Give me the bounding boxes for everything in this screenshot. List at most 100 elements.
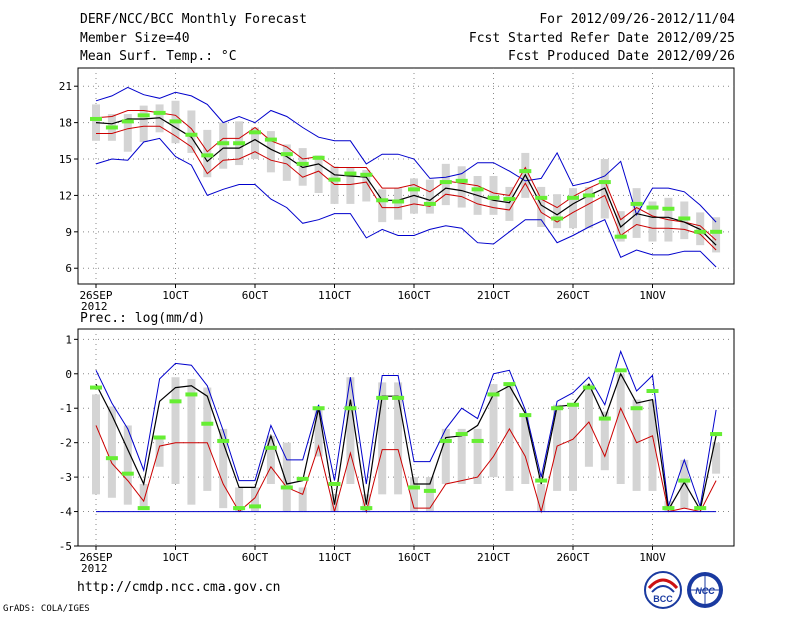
y-tick-label: 6 (65, 262, 72, 275)
observed-marker (471, 187, 484, 192)
observed-marker (264, 445, 277, 450)
range-bar (203, 387, 212, 491)
bcc-logo-text: BCC (653, 594, 673, 604)
range-bar (584, 186, 593, 229)
observed-marker (121, 119, 134, 124)
observed-marker (392, 199, 405, 204)
range-bar (219, 428, 228, 509)
range-bar (251, 487, 259, 512)
range-bar (616, 373, 625, 484)
series-line-min (95, 137, 717, 268)
observed-marker (105, 456, 118, 461)
observed-marker (137, 506, 150, 511)
range-bar (521, 413, 530, 484)
series-line-mean (95, 372, 717, 512)
observed-marker (662, 506, 675, 511)
observed-marker (249, 504, 261, 509)
range-bar (92, 394, 100, 495)
variable-label: Mean Surf. Temp.: °C (80, 49, 237, 64)
x-tick-label: 26SEP (79, 289, 112, 302)
observed-marker (280, 152, 293, 157)
observed-marker (694, 229, 707, 234)
range-bar (648, 399, 657, 491)
series-line-max (95, 86, 717, 223)
observed-marker (567, 195, 579, 200)
range-bar (378, 189, 387, 223)
observed-marker (217, 141, 230, 146)
range-bar (282, 144, 291, 181)
range-bar (473, 428, 482, 484)
observed-marker (439, 438, 452, 443)
y-tick-label: -5 (59, 540, 72, 553)
range-bar (187, 110, 196, 153)
observed-marker (471, 438, 484, 443)
observed-marker (201, 421, 214, 426)
range-bar (569, 404, 577, 491)
observed-marker (312, 406, 325, 411)
observed-marker (694, 506, 707, 511)
observed-marker (503, 197, 516, 202)
x-tick-label: 26OCT (556, 551, 589, 564)
range-bar (537, 484, 546, 512)
observed-marker (344, 406, 357, 411)
observed-marker (264, 137, 277, 142)
x-tick-label: 6OCT (242, 551, 269, 564)
range-bar (330, 166, 339, 204)
range-bar (584, 384, 593, 467)
x-tick-label: 1OCT (162, 289, 189, 302)
forecast-period: For 2012/09/26-2012/11/04 (539, 12, 735, 27)
observed-marker (105, 125, 118, 130)
precipitation-panel: -5 -4 -3 -2 -1 0 1 26SEP 1OCT 6OCT 11OCT 16OCT 21OCT… (59, 328, 735, 575)
observed-marker (614, 368, 627, 373)
observed-marker (153, 110, 166, 115)
y-tick-label: 0 (65, 368, 72, 381)
observed-marker (487, 392, 500, 397)
observed-marker (614, 234, 627, 239)
observed-marker (551, 216, 564, 221)
y-tick-label: 18 (59, 117, 72, 130)
range-bar (712, 217, 721, 253)
range-bar (282, 442, 291, 512)
observed-marker (582, 385, 595, 390)
observed-marker (217, 438, 230, 443)
range-bar (600, 411, 609, 471)
y-tick-label: -4 (59, 506, 73, 519)
x-tick-label: 11OCT (318, 551, 351, 564)
observed-marker (233, 141, 246, 146)
series-line-mean (95, 117, 717, 246)
observed-marker (710, 432, 723, 437)
observed-marker (360, 172, 373, 177)
y-tick-label: 9 (65, 226, 72, 239)
y-tick-label: 15 (59, 153, 72, 166)
range-bar (489, 176, 498, 215)
observed-marker (360, 506, 373, 511)
range-bar (441, 163, 450, 206)
range-bar (171, 377, 180, 484)
observed-marker (423, 201, 436, 206)
observed-marker (598, 180, 611, 185)
observed-marker (423, 488, 436, 493)
observed-marker (646, 205, 659, 210)
observed-marker (328, 177, 341, 182)
range-bar (680, 459, 689, 509)
observed-marker (535, 478, 548, 483)
source-url[interactable]: http://cmdp.ncc.cma.gov.cn (77, 580, 281, 595)
observed-marker (392, 395, 405, 400)
range-bar (457, 166, 466, 208)
observed-marker (280, 485, 293, 490)
x-tick-label: 26SEP (79, 551, 112, 564)
observed-marker (296, 161, 309, 166)
range-bar (489, 384, 498, 478)
observed-marker (662, 206, 675, 211)
observed-marker (535, 195, 548, 200)
observed-marker (455, 432, 468, 437)
y-tick-label: -2 (59, 437, 72, 450)
range-bar (107, 406, 116, 498)
range-bar (457, 428, 466, 484)
observed-marker (169, 399, 182, 404)
x-tick-label: 26OCT (556, 289, 589, 302)
range-bar (266, 131, 275, 173)
x-tick-label: 1NOV (639, 551, 666, 564)
range-bar (425, 179, 434, 214)
